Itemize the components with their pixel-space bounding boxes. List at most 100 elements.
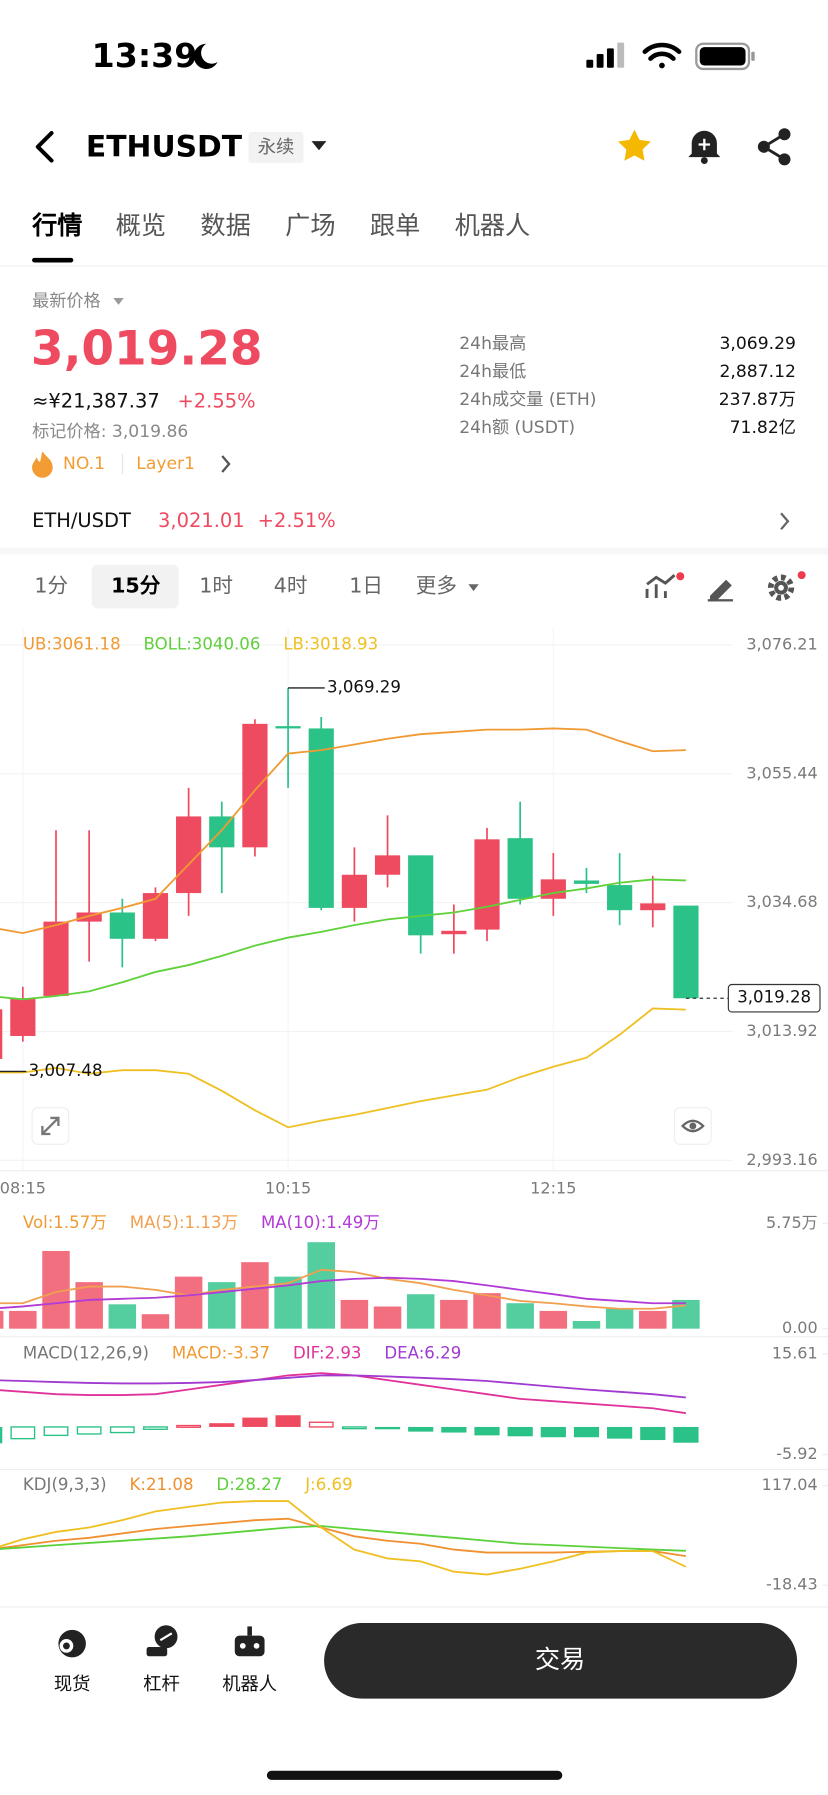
macd-bar (209, 1423, 235, 1427)
axis: 5.75万 0.00 Vol:1.57万 MA(5):1.13万 MA(10):1.49… (23, 1213, 828, 1337)
annotation-label: 3,069.29 (327, 677, 401, 696)
legend-entry: MA(10):1.49万 (261, 1213, 380, 1232)
contract-tag-bg (248, 131, 304, 163)
stat-value: 237.87万 (719, 390, 796, 410)
indicator-line (0, 1525, 686, 1552)
home-indicator (266, 1770, 563, 1780)
candle-body (43, 921, 69, 996)
spot-arrow[interactable] (780, 512, 790, 531)
settings-icon[interactable] (767, 571, 806, 601)
tab[interactable]: 行情 (31, 211, 82, 240)
tab[interactable]: 机器人 (455, 211, 531, 240)
moon-icon (193, 43, 218, 69)
more-dropdown[interactable] (468, 584, 479, 592)
macd-bar (374, 1426, 401, 1430)
legend-entry: Vol:1.57万 (23, 1213, 107, 1232)
sector-tag[interactable]: Layer1 (136, 454, 195, 474)
tab-indicator (32, 257, 74, 263)
interval[interactable]: 1时 (199, 574, 233, 598)
indicator-icon[interactable] (645, 572, 685, 599)
chart-panel (0, 1242, 700, 1329)
macd-bar (408, 1426, 434, 1432)
candle-body (673, 905, 699, 999)
symbol-dropdown[interactable] (311, 141, 327, 151)
spot-pair[interactable]: ETH/USDT (32, 509, 131, 532)
fire-icon (32, 451, 53, 478)
candle-body (540, 879, 566, 899)
nav-label[interactable]: 杠杆 (143, 1674, 180, 1695)
rank: NO.1 (63, 454, 105, 474)
legend-entry: LB:3018.93 (283, 634, 378, 653)
candle-body (76, 912, 102, 922)
interval[interactable]: 1分 (34, 574, 68, 598)
stat-value: 71.82亿 (730, 418, 796, 438)
trade-button[interactable] (324, 1623, 798, 1699)
volume-bar (108, 1304, 137, 1329)
favorite-star[interactable] (618, 129, 651, 161)
alert-bell[interactable] (688, 130, 721, 164)
chart-panel (0, 627, 733, 1171)
stat-value: 3,069.29 (720, 334, 796, 354)
legend-entry: MACD:-3.37 (172, 1343, 270, 1362)
draw-icon[interactable] (707, 579, 733, 602)
legend-entry: DIF:2.93 (293, 1343, 361, 1362)
legend-entry: KDJ(9,3,3) (23, 1475, 107, 1494)
price-label: 最新价格 (32, 291, 101, 311)
y-tick-label: -5.92 (776, 1444, 817, 1463)
indicator-line (0, 1372, 687, 1415)
last-price-label: 3,019.28 (737, 988, 811, 1007)
candle-body (607, 885, 633, 911)
volume-bar (473, 1293, 501, 1329)
spot-icon (58, 1629, 86, 1658)
candle-body (10, 998, 36, 1036)
interval[interactable]: 1日 (349, 574, 383, 598)
tab[interactable]: 跟单 (370, 211, 420, 240)
candle-body (573, 880, 600, 884)
axis: 3,076.21 3,055.44 3,034.68 3,013.92 2,993.16… (0, 634, 821, 1197)
macd-bar (474, 1426, 500, 1436)
volume-bar (605, 1308, 634, 1329)
volume-bar (0, 1310, 4, 1329)
volume-bar (373, 1306, 402, 1329)
candle-body (242, 723, 268, 848)
nav-label[interactable]: 现货 (54, 1674, 91, 1695)
expand-button[interactable] (31, 1107, 70, 1145)
indicator-line (0, 1517, 687, 1558)
macd-bar (176, 1424, 202, 1428)
macd-bar (0, 1426, 3, 1444)
candle-body (640, 903, 666, 911)
indicator-line (0, 1276, 686, 1309)
macd-bar (640, 1426, 666, 1441)
sector-arrow[interactable] (221, 455, 231, 473)
y-tick-label: 3,055.44 (746, 763, 817, 782)
indicator-line (0, 1374, 686, 1399)
legend-entry: J:6.69 (304, 1475, 352, 1494)
tab[interactable]: 广场 (285, 211, 335, 240)
chart-panel (0, 1372, 699, 1444)
volume-bar (9, 1310, 37, 1329)
indicator-line (0, 878, 686, 1001)
candle-body (341, 874, 367, 908)
mark-price: 标记价格: 3,019.86 (32, 422, 188, 442)
visibility-button[interactable] (673, 1107, 712, 1145)
interval[interactable]: 15分 (111, 574, 161, 598)
x-tick-label: 08:15 (0, 1178, 46, 1197)
volume-bar (639, 1310, 667, 1329)
volume-bar (406, 1294, 435, 1329)
legend-entry: UB:3061.18 (23, 634, 121, 653)
candle-body (474, 839, 500, 930)
macd-bar (507, 1426, 533, 1437)
tab[interactable]: 概览 (116, 211, 166, 240)
trade-button-label[interactable]: 交易 (535, 1645, 585, 1674)
interval[interactable]: 更多 (416, 574, 457, 598)
stat-label: 24h最低 (459, 362, 526, 382)
share-button[interactable] (757, 128, 791, 166)
interval[interactable]: 4时 (274, 574, 308, 598)
nav-label[interactable]: 机器人 (222, 1674, 277, 1695)
tab[interactable]: 数据 (200, 211, 250, 240)
volume-bar (241, 1262, 269, 1329)
price-label-dropdown[interactable] (113, 297, 124, 305)
legend-entry: BOLL:3040.06 (144, 634, 261, 653)
back-button[interactable] (35, 131, 54, 163)
